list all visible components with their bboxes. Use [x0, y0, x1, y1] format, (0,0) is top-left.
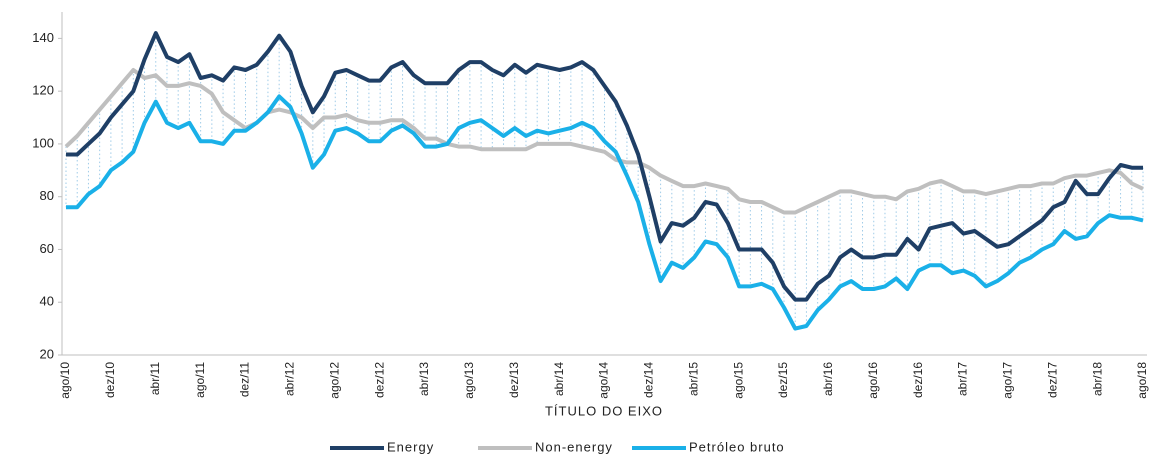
x-tick-label: abr/11	[148, 362, 162, 395]
y-tick-label: 100	[32, 135, 54, 150]
x-tick-label: dez/15	[776, 362, 790, 398]
x-tick-label: dez/16	[911, 362, 925, 398]
series-line	[64, 68, 1144, 215]
x-tick-label: ago/11	[193, 362, 207, 398]
series-line	[66, 94, 1144, 331]
x-tick-label: dez/12	[372, 362, 386, 398]
x-tick-label: dez/13	[507, 362, 521, 398]
x-tick-label: ago/17	[1001, 362, 1015, 399]
x-tick-label: abr/18	[1090, 362, 1104, 396]
x-tick-label: ago/13	[462, 362, 476, 399]
x-tick-label: dez/14	[642, 362, 656, 398]
x-tick-label: dez/10	[103, 362, 117, 398]
series-line	[66, 31, 1143, 302]
y-tick-label: 40	[40, 294, 54, 309]
x-tick-label: abr/12	[283, 362, 297, 396]
x-tick-label: abr/13	[417, 362, 431, 396]
y-tick-label: 140	[32, 30, 54, 45]
x-tick-label: ago/10	[58, 362, 72, 399]
y-tick-label: 60	[40, 241, 54, 256]
legend-label: Non-energy	[535, 439, 613, 454]
legend-label: Petróleo bruto	[689, 439, 785, 454]
x-tick-label: ago/12	[327, 362, 341, 399]
x-tick-label: ago/15	[731, 362, 745, 399]
legend-label: Energy	[387, 439, 434, 454]
x-tick-label: ago/18	[1135, 362, 1149, 399]
x-tick-label: dez/17	[1045, 362, 1059, 398]
x-tick-label: abr/17	[956, 362, 970, 396]
x-tick-label: ago/16	[866, 362, 880, 399]
y-tick-label: 80	[40, 188, 54, 203]
x-tick-label: abr/14	[552, 362, 566, 396]
x-tick-label: abr/15	[686, 362, 700, 396]
x-axis-title: TÍTULO DO EIXO	[545, 403, 663, 418]
y-tick-label: 120	[32, 83, 54, 98]
x-tick-label: abr/16	[821, 362, 835, 396]
y-tick-label: 20	[40, 346, 54, 361]
x-tick-label: dez/11	[238, 362, 252, 397]
x-tick-label: ago/14	[597, 362, 611, 399]
